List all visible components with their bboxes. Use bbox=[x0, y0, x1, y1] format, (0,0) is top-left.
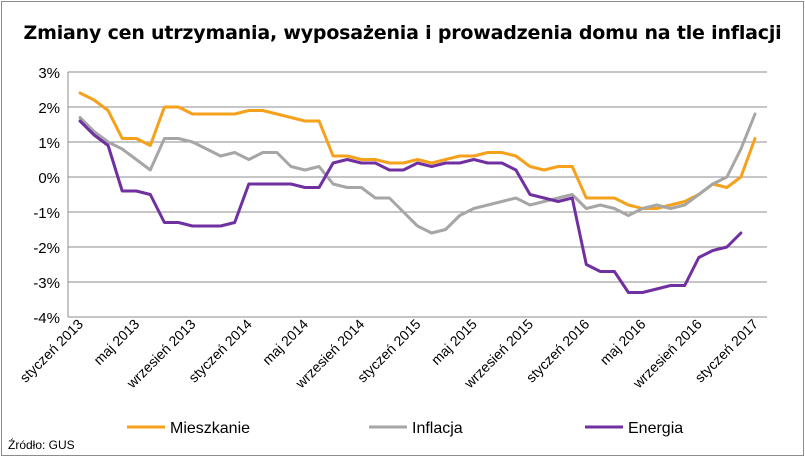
x-tick-label: maj 2015 bbox=[428, 316, 480, 368]
y-tick-label: -1% bbox=[33, 205, 60, 222]
y-tick-label: 2% bbox=[38, 100, 60, 117]
chart-title: Zmiany cen utrzymania, wyposażenia i pro… bbox=[23, 22, 782, 44]
source-note: Źródło: GUS bbox=[8, 438, 75, 452]
legend-label: Mieszkanie bbox=[170, 420, 250, 437]
legend-label: Inflacja bbox=[412, 420, 463, 437]
y-tick-label: -2% bbox=[33, 240, 60, 257]
series-line-mieszkanie bbox=[78, 91, 757, 210]
x-tick-label: maj 2016 bbox=[597, 316, 649, 368]
y-tick-label: 1% bbox=[38, 135, 60, 152]
y-tick-label: -4% bbox=[33, 310, 60, 327]
x-tick-label: maj 2013 bbox=[90, 316, 142, 368]
x-tick-label: maj 2014 bbox=[259, 316, 311, 368]
series-line-energia bbox=[78, 119, 743, 294]
series-line-inflacja bbox=[78, 112, 757, 235]
y-tick-label: 3% bbox=[38, 65, 60, 82]
y-tick-label: 0% bbox=[38, 170, 60, 187]
legend-label: Energia bbox=[628, 420, 683, 437]
y-tick-label: -3% bbox=[33, 275, 60, 292]
